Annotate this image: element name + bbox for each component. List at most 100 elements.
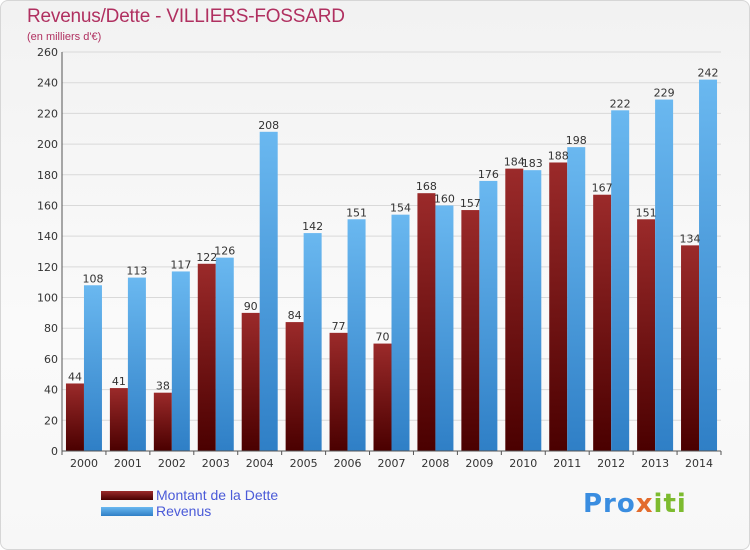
bar-revenue-2002 <box>171 271 190 451</box>
x-tick-label: 2001 <box>114 457 142 470</box>
bar-debt-2011 <box>549 162 568 451</box>
data-label-revenue: 160 <box>434 192 455 205</box>
data-label-revenue: 222 <box>610 97 631 110</box>
data-label-revenue: 242 <box>698 67 719 80</box>
y-tick-label: 20 <box>44 414 58 427</box>
x-tick-label: 2011 <box>553 457 581 470</box>
data-label-debt: 84 <box>288 309 302 322</box>
bar-debt-2001 <box>109 388 128 451</box>
data-label-debt: 151 <box>636 206 657 219</box>
data-label-debt: 122 <box>196 251 217 264</box>
legend-label-debt: Montant de la Dette <box>156 487 279 503</box>
bar-debt-2010 <box>505 168 524 451</box>
y-tick-label: 0 <box>51 445 58 458</box>
data-label-debt: 44 <box>68 370 82 383</box>
y-tick-label: 60 <box>44 353 58 366</box>
bar-debt-2005 <box>285 322 304 451</box>
x-tick-label: 2013 <box>641 457 669 470</box>
x-tick-label: 2005 <box>290 457 318 470</box>
bar-revenue-2005 <box>303 233 322 451</box>
data-label-debt: 184 <box>504 156 525 169</box>
y-tick-label: 260 <box>37 46 58 59</box>
bar-debt-2000 <box>65 383 84 451</box>
bar-debt-2008 <box>417 193 436 451</box>
data-label-debt: 90 <box>244 300 258 313</box>
y-tick-label: 100 <box>37 292 58 305</box>
data-label-debt: 70 <box>376 331 390 344</box>
y-tick-label: 180 <box>37 169 58 182</box>
data-label-revenue: 142 <box>302 220 323 233</box>
logo-part-2: x <box>635 489 654 519</box>
y-tick-label: 120 <box>37 261 58 274</box>
data-label-revenue: 198 <box>566 134 587 147</box>
data-label-debt: 38 <box>156 380 170 393</box>
x-tick-label: 2009 <box>465 457 493 470</box>
bar-revenue-2008 <box>435 205 454 451</box>
chart-subtitle: (en milliers d'€) <box>27 31 102 43</box>
legend-label-revenue: Revenus <box>156 503 212 519</box>
data-label-debt: 168 <box>416 180 437 193</box>
bar-revenue-2014 <box>699 79 718 451</box>
y-tick-label: 240 <box>37 77 58 90</box>
data-label-revenue: 154 <box>390 202 411 215</box>
bar-revenue-2009 <box>479 180 498 451</box>
x-tick-label: 2010 <box>509 457 537 470</box>
bar-debt-2002 <box>153 392 172 451</box>
data-label-debt: 134 <box>680 232 701 245</box>
x-tick-label: 2014 <box>685 457 713 470</box>
data-label-debt: 167 <box>592 182 613 195</box>
y-tick-label: 160 <box>37 199 58 212</box>
bar-debt-2012 <box>593 194 612 451</box>
data-label-revenue: 229 <box>654 87 675 100</box>
data-label-revenue: 151 <box>346 206 367 219</box>
x-tick-label: 2004 <box>246 457 274 470</box>
data-label-debt: 157 <box>460 197 481 210</box>
logo-part-1: Pro <box>583 489 636 519</box>
data-label-revenue: 183 <box>522 157 543 170</box>
y-tick-label: 40 <box>44 384 58 397</box>
bar-debt-2006 <box>329 332 348 451</box>
bar-debt-2007 <box>373 343 392 451</box>
y-tick-label: 80 <box>44 322 58 335</box>
data-label-debt: 77 <box>332 320 346 333</box>
bar-revenue-2001 <box>127 277 146 451</box>
data-label-revenue: 108 <box>82 272 103 285</box>
data-label-revenue: 176 <box>478 168 499 181</box>
data-label-debt: 188 <box>548 149 569 162</box>
y-tick-label: 200 <box>37 138 58 151</box>
x-tick-label: 2008 <box>421 457 449 470</box>
data-label-revenue: 126 <box>214 245 235 258</box>
y-tick-label: 220 <box>37 107 58 120</box>
bar-revenue-2012 <box>611 110 630 452</box>
bar-revenue-2010 <box>523 170 542 451</box>
data-label-revenue: 117 <box>170 258 191 271</box>
bar-revenue-2003 <box>215 257 234 451</box>
legend-swatch-debt <box>101 491 153 500</box>
chart-title: Revenus/Dette - VILLIERS-FOSSARD <box>27 6 345 27</box>
y-tick-label: 140 <box>37 230 58 243</box>
bar-debt-2003 <box>197 263 216 451</box>
proxiti-logo: Proxiti <box>583 489 687 519</box>
bar-debt-2004 <box>241 312 260 451</box>
x-tick-label: 2007 <box>378 457 406 470</box>
bar-revenue-2013 <box>655 99 674 452</box>
x-tick-label: 2012 <box>597 457 625 470</box>
x-tick-label: 2002 <box>158 457 186 470</box>
bar-debt-2009 <box>461 210 480 451</box>
data-label-debt: 41 <box>112 375 126 388</box>
x-tick-label: 2000 <box>70 457 98 470</box>
x-tick-label: 2006 <box>334 457 362 470</box>
bar-revenue-2000 <box>83 285 102 451</box>
data-label-revenue: 113 <box>126 265 147 278</box>
data-label-revenue: 208 <box>258 119 279 132</box>
bar-revenue-2006 <box>347 219 366 451</box>
bar-revenue-2007 <box>391 214 410 451</box>
logo-part-3: iti <box>653 489 687 519</box>
x-tick-label: 2003 <box>202 457 230 470</box>
bar-revenue-2004 <box>259 131 278 452</box>
bar-debt-2013 <box>637 219 656 451</box>
bar-revenue-2011 <box>567 147 586 451</box>
bar-debt-2014 <box>681 245 700 451</box>
